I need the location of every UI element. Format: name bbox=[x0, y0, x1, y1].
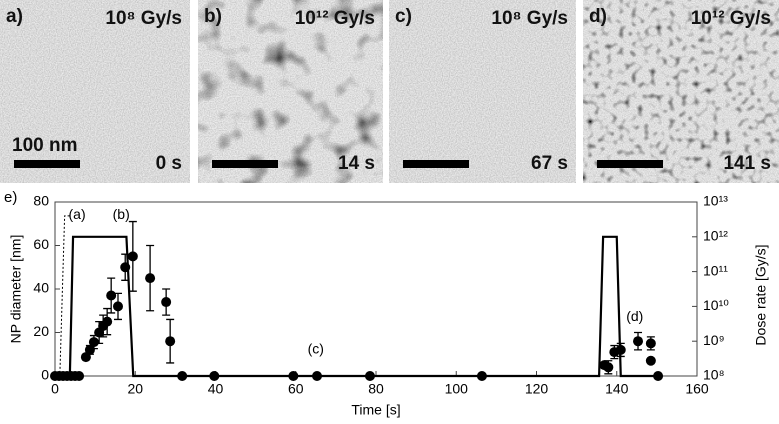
panel-letter: e) bbox=[4, 189, 17, 206]
data-point bbox=[603, 362, 614, 373]
scale-bar bbox=[597, 160, 663, 168]
time-label: 67 s bbox=[531, 153, 568, 174]
data-point bbox=[74, 371, 85, 381]
y2-tick-label: 10¹⁰ bbox=[703, 297, 729, 313]
y2-tick-label: 10¹² bbox=[703, 228, 728, 244]
dose-rate-dotted-line bbox=[55, 215, 72, 377]
x-tick-label: 20 bbox=[127, 381, 143, 397]
data-point bbox=[106, 290, 117, 301]
data-point bbox=[112, 301, 123, 312]
annotation: (c) bbox=[308, 341, 324, 357]
micrograph bbox=[198, 0, 383, 183]
y-tick-label: 80 bbox=[33, 193, 49, 209]
micrograph bbox=[583, 0, 779, 183]
dose-rate-line bbox=[55, 235, 657, 378]
data-point bbox=[653, 371, 664, 381]
scale-label: 100 nm bbox=[12, 135, 77, 156]
x-axis-label: Time [s] bbox=[351, 402, 400, 418]
x-tick-label: 160 bbox=[685, 381, 709, 397]
micrograph bbox=[0, 0, 190, 183]
data-point bbox=[645, 338, 656, 349]
data-point bbox=[165, 336, 176, 347]
time-label: 14 s bbox=[338, 153, 375, 174]
y2-tick-label: 10⁹ bbox=[703, 332, 725, 348]
data-point bbox=[102, 316, 113, 327]
y2-tick-label: 10⁸ bbox=[703, 367, 725, 383]
panel-letter: d) bbox=[589, 6, 607, 27]
y-tick-label: 60 bbox=[33, 236, 49, 252]
data-point bbox=[127, 251, 138, 262]
micrograph bbox=[389, 0, 576, 183]
dose-label: 10⁸ Gy/s bbox=[105, 8, 182, 29]
x-tick-label: 60 bbox=[288, 381, 304, 397]
annotation: (a) bbox=[69, 206, 86, 222]
data-point bbox=[145, 273, 156, 284]
y2-tick-label: 10¹¹ bbox=[703, 262, 728, 278]
annotation: (b) bbox=[113, 206, 130, 222]
annotation: (d) bbox=[626, 308, 643, 324]
x-tick-label: 80 bbox=[368, 381, 384, 397]
time-label: 0 s bbox=[156, 153, 182, 174]
panel-letter: b) bbox=[204, 6, 222, 27]
data-point bbox=[633, 336, 644, 347]
data-point bbox=[84, 344, 95, 355]
x-tick-label: 40 bbox=[208, 381, 224, 397]
data-point bbox=[645, 355, 656, 366]
panel-letter: c) bbox=[395, 6, 412, 27]
data-point bbox=[88, 337, 99, 348]
scale-bar bbox=[403, 160, 469, 168]
scale-bar bbox=[14, 160, 80, 168]
y2-axis-label: Dose rate [Gy/s] bbox=[753, 244, 769, 345]
dose-label: 10¹² Gy/s bbox=[295, 8, 375, 29]
y-tick-label: 20 bbox=[33, 323, 49, 339]
panel-letter: a) bbox=[6, 6, 23, 27]
y-axis-label: NP diameter [nm] bbox=[8, 235, 24, 344]
dose-label: 10⁸ Gy/s bbox=[491, 8, 568, 29]
dose-label: 10¹² Gy/s bbox=[691, 8, 771, 29]
x-tick-label: 0 bbox=[51, 381, 59, 397]
x-tick-label: 140 bbox=[605, 381, 629, 397]
x-tick-label: 100 bbox=[445, 381, 469, 397]
data-point bbox=[161, 297, 172, 308]
time-label: 141 s bbox=[723, 153, 771, 174]
y2-tick-label: 10¹³ bbox=[703, 193, 728, 209]
y-tick-label: 0 bbox=[41, 367, 49, 383]
scale-bar bbox=[212, 160, 278, 168]
x-tick-label: 120 bbox=[525, 381, 549, 397]
y-tick-label: 40 bbox=[33, 280, 49, 296]
